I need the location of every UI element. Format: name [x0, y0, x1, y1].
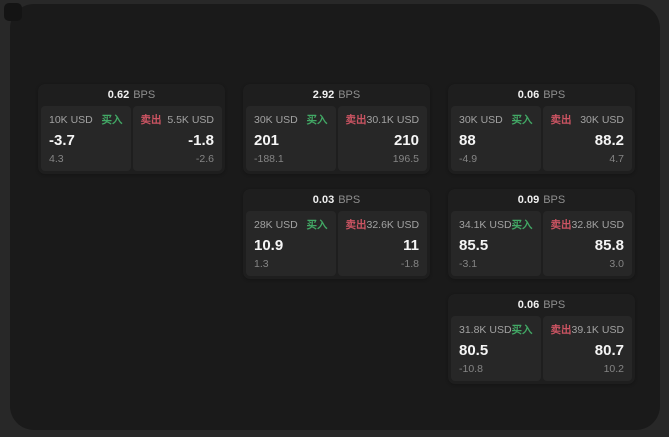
- buy-price: 85.5: [459, 236, 489, 254]
- quote-body: 10K USD 买入 -3.7 4.3 卖出 5.5K USD -1.8 -2.…: [38, 106, 225, 174]
- buy-delta: -10.8: [459, 363, 483, 375]
- quote-body: 34.1K USD 买入 85.5 -3.1 卖出 32.8K USD 85.8…: [448, 211, 635, 279]
- sell-amount: 30K USD: [580, 114, 624, 126]
- buy-price: 80.5: [459, 341, 489, 359]
- sell-amount: 30.1K USD: [366, 114, 420, 126]
- sell-delta: 196.5: [392, 153, 419, 165]
- quote-card-3: 0.06 BPS 30K USD 买入 88 -4.9 卖出 30K USD 8…: [448, 84, 635, 174]
- window-corner-tile: [4, 3, 22, 21]
- spread-header: 0.06 BPS: [448, 84, 635, 106]
- quote-card-1: 0.62 BPS 10K USD 买入 -3.7 4.3 卖出 5.5K USD…: [38, 84, 225, 174]
- buy-price: 88: [459, 131, 476, 149]
- buy-side-label: 买入: [306, 114, 328, 126]
- sell-panel[interactable]: 卖出 39.1K USD 80.7 10.2: [542, 316, 632, 381]
- spread-value: 0.62: [107, 89, 130, 101]
- sell-price: -1.8: [188, 131, 214, 149]
- buy-panel[interactable]: 31.8K USD 买入 80.5 -10.8: [451, 316, 541, 381]
- sell-price: 85.8: [594, 236, 624, 254]
- spread-header: 0.03 BPS: [243, 189, 430, 211]
- buy-delta: 1.3: [254, 258, 269, 270]
- sell-amount: 32.8K USD: [571, 219, 625, 231]
- sell-delta: 4.7: [609, 153, 624, 165]
- buy-delta: 4.3: [49, 153, 64, 165]
- spread-value: 0.06: [517, 299, 540, 311]
- buy-panel[interactable]: 30K USD 买入 201 -188.1: [246, 106, 336, 171]
- spread-unit-label: BPS: [338, 89, 361, 101]
- sell-price: 11: [403, 236, 419, 254]
- sell-price: 88.2: [594, 131, 624, 149]
- sell-delta: 10.2: [603, 363, 624, 375]
- buy-delta: -4.9: [459, 153, 478, 165]
- quote-card-6: 0.06 BPS 31.8K USD 买入 80.5 -10.8 卖出 39.1…: [448, 294, 635, 384]
- spread-unit-label: BPS: [133, 89, 156, 101]
- buy-delta: -3.1: [459, 258, 478, 270]
- buy-amount: 30K USD: [254, 114, 298, 126]
- spread-value: 0.03: [312, 194, 335, 206]
- spread-unit-label: BPS: [543, 194, 566, 206]
- buy-amount: 30K USD: [459, 114, 503, 126]
- buy-amount: 28K USD: [254, 219, 298, 231]
- spread-header: 0.06 BPS: [448, 294, 635, 316]
- quote-body: 30K USD 买入 201 -188.1 卖出 30.1K USD 210 1…: [243, 106, 430, 174]
- buy-side-label: 买入: [511, 114, 533, 126]
- sell-panel[interactable]: 卖出 32.8K USD 85.8 3.0: [542, 211, 632, 276]
- sell-delta: 3.0: [609, 258, 624, 270]
- sell-price: 210: [393, 131, 419, 149]
- buy-price: 201: [254, 131, 280, 149]
- sell-panel[interactable]: 卖出 30K USD 88.2 4.7: [542, 106, 632, 171]
- sell-panel[interactable]: 卖出 32.6K USD 11 -1.8: [337, 211, 427, 276]
- sell-side-label: 卖出: [550, 324, 572, 336]
- sell-panel[interactable]: 卖出 5.5K USD -1.8 -2.6: [132, 106, 222, 171]
- buy-panel[interactable]: 10K USD 买入 -3.7 4.3: [41, 106, 131, 171]
- spread-unit-label: BPS: [338, 194, 361, 206]
- spread-unit-label: BPS: [543, 89, 566, 101]
- sell-amount: 39.1K USD: [571, 324, 625, 336]
- buy-side-label: 买入: [101, 114, 123, 126]
- buy-panel[interactable]: 28K USD 买入 10.9 1.3: [246, 211, 336, 276]
- sell-panel[interactable]: 卖出 30.1K USD 210 196.5: [337, 106, 427, 171]
- buy-side-label: 买入: [511, 219, 533, 231]
- quote-body: 28K USD 买入 10.9 1.3 卖出 32.6K USD 11 -1.8: [243, 211, 430, 279]
- buy-panel[interactable]: 34.1K USD 买入 85.5 -3.1: [451, 211, 541, 276]
- buy-price: 10.9: [254, 236, 284, 254]
- buy-delta: -188.1: [254, 153, 284, 165]
- spread-value: 2.92: [312, 89, 335, 101]
- spread-unit-label: BPS: [543, 299, 566, 311]
- spread-header: 0.09 BPS: [448, 189, 635, 211]
- sell-side-label: 卖出: [345, 219, 367, 231]
- sell-amount: 32.6K USD: [366, 219, 420, 231]
- sell-delta: -1.8: [400, 258, 419, 270]
- buy-amount: 31.8K USD: [459, 324, 512, 336]
- sell-amount: 5.5K USD: [167, 114, 214, 126]
- spread-value: 0.06: [517, 89, 540, 101]
- quote-card-2: 2.92 BPS 30K USD 买入 201 -188.1 卖出 30.1K …: [243, 84, 430, 174]
- sell-side-label: 卖出: [345, 114, 367, 126]
- buy-panel[interactable]: 30K USD 买入 88 -4.9: [451, 106, 541, 171]
- sell-side-label: 卖出: [550, 114, 572, 126]
- spread-header: 0.62 BPS: [38, 84, 225, 106]
- sell-side-label: 卖出: [140, 114, 162, 126]
- sell-side-label: 卖出: [550, 219, 572, 231]
- buy-price: -3.7: [49, 131, 75, 149]
- quote-body: 31.8K USD 买入 80.5 -10.8 卖出 39.1K USD 80.…: [448, 316, 635, 384]
- spread-value: 0.09: [517, 194, 540, 206]
- buy-side-label: 买入: [511, 324, 533, 336]
- quote-card-5: 0.09 BPS 34.1K USD 买入 85.5 -3.1 卖出 32.8K…: [448, 189, 635, 279]
- sell-delta: -2.6: [195, 153, 214, 165]
- spread-header: 2.92 BPS: [243, 84, 430, 106]
- buy-amount: 10K USD: [49, 114, 93, 126]
- sell-price: 80.7: [594, 341, 624, 359]
- buy-side-label: 买入: [306, 219, 328, 231]
- buy-amount: 34.1K USD: [459, 219, 512, 231]
- quote-body: 30K USD 买入 88 -4.9 卖出 30K USD 88.2 4.7: [448, 106, 635, 174]
- quote-card-4: 0.03 BPS 28K USD 买入 10.9 1.3 卖出 32.6K US…: [243, 189, 430, 279]
